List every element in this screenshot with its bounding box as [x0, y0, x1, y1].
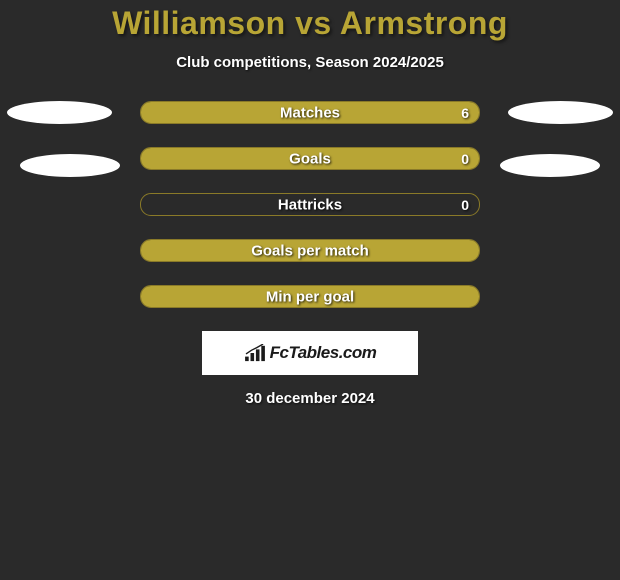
page-title: Williamson vs Armstrong	[0, 5, 620, 42]
stat-bar: Min per goal	[140, 285, 480, 308]
decoration-ellipse	[20, 154, 120, 177]
bar-value-right: 0	[461, 151, 469, 167]
bar-fill-right	[310, 148, 479, 169]
logo-box: FcTables.com	[202, 331, 418, 375]
date-text: 30 december 2024	[0, 390, 620, 407]
decoration-ellipse	[500, 154, 600, 177]
stat-bar: Goals per match	[140, 239, 480, 262]
stat-bar: Goals 0	[140, 147, 480, 170]
bar-label: Min per goal	[266, 288, 354, 305]
bar-label: Matches	[280, 104, 340, 121]
logo-text: FcTables.com	[270, 343, 377, 363]
bars-wrapper: Matches 6 Goals 0 Hattricks 0 Goals per match M…	[140, 101, 480, 308]
bar-label: Goals per match	[251, 242, 369, 259]
logo-content: FcTables.com	[244, 343, 377, 363]
bar-value-right: 0	[461, 197, 469, 213]
bar-fill-left	[141, 148, 310, 169]
bar-value-right: 6	[461, 105, 469, 121]
subtitle: Club competitions, Season 2024/2025	[0, 54, 620, 71]
main-container: Williamson vs Armstrong Club competition…	[0, 0, 620, 407]
bar-label: Hattricks	[278, 196, 342, 213]
decoration-ellipse	[508, 101, 613, 124]
chart-area: Matches 6 Goals 0 Hattricks 0 Goals per match M…	[0, 101, 620, 308]
bar-label: Goals	[289, 150, 331, 167]
stat-bar: Hattricks 0	[140, 193, 480, 216]
decoration-ellipse	[7, 101, 112, 124]
stat-bar: Matches 6	[140, 101, 480, 124]
chart-icon	[244, 344, 266, 362]
